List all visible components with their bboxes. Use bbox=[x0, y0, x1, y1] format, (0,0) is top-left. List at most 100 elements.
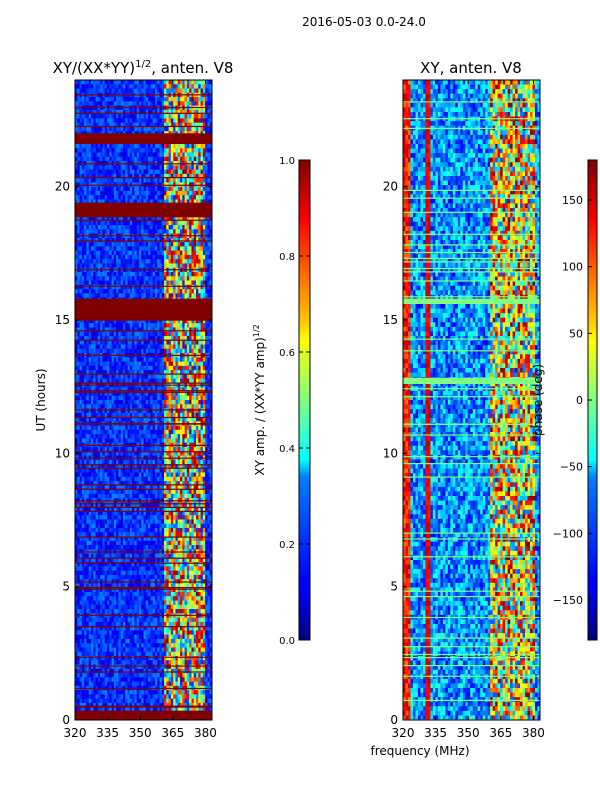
left-heat-cell bbox=[102, 186, 106, 192]
left-heat-cell bbox=[202, 361, 206, 367]
left-heat-cell bbox=[86, 101, 90, 106]
left-heat-cell bbox=[152, 318, 156, 324]
left-heat-cell bbox=[180, 250, 183, 256]
left-heat-cell bbox=[180, 408, 183, 414]
left-heat-cell bbox=[152, 276, 156, 281]
left-heat-cell bbox=[175, 242, 179, 247]
left-heat-cell bbox=[143, 118, 147, 124]
left-heat-cell bbox=[177, 391, 181, 397]
left-panel: XY/(XX*YY)1/2, anten. V8 320 335 350 365 380… bbox=[34, 59, 233, 740]
left-heat-cell bbox=[143, 417, 147, 422]
left-heat-cell bbox=[102, 370, 106, 375]
left-heat-cell bbox=[138, 101, 142, 106]
left-heat-cell bbox=[90, 336, 94, 341]
left-heat-cell bbox=[189, 361, 192, 367]
left-heat-cell bbox=[205, 412, 208, 418]
left-heat-cell bbox=[196, 293, 199, 298]
left-heat-cell bbox=[127, 156, 131, 162]
left-heat-cell bbox=[164, 246, 167, 252]
left-heat-cell bbox=[159, 365, 163, 371]
left-heat-cell bbox=[191, 276, 195, 281]
left-heat-cell bbox=[170, 156, 174, 162]
left-heat-cell bbox=[84, 114, 87, 119]
left-heat-cell bbox=[106, 340, 110, 345]
left-heat-cell bbox=[198, 229, 201, 234]
left-heat-cell bbox=[150, 400, 154, 405]
left-heat-cell bbox=[111, 391, 115, 397]
left-heat-cell bbox=[207, 284, 211, 290]
left-heat-cell bbox=[180, 225, 183, 230]
left-heat-cell bbox=[102, 412, 106, 418]
left-heat-cell bbox=[90, 156, 94, 162]
left-heat-cell bbox=[106, 225, 110, 230]
left-heat-cell bbox=[93, 114, 96, 119]
left-heat-cell bbox=[100, 365, 103, 371]
left-heat-cell bbox=[180, 259, 183, 264]
left-heat-cell bbox=[120, 357, 124, 362]
left-heat-cell bbox=[132, 357, 135, 362]
left-heat-cell bbox=[125, 220, 128, 226]
left-heat-cell bbox=[157, 165, 160, 170]
left-heat-cell bbox=[97, 254, 101, 260]
left-heat-cell bbox=[104, 391, 108, 397]
left-heat-cell bbox=[182, 156, 185, 162]
left-heat-cell bbox=[104, 331, 108, 337]
left-heat-cell bbox=[200, 365, 204, 371]
left-heat-cell bbox=[84, 263, 87, 269]
left-heat-cell bbox=[148, 374, 151, 380]
left-heat-cell bbox=[125, 144, 128, 149]
left-heat-cell bbox=[111, 152, 115, 158]
left-heat-cell bbox=[191, 348, 195, 354]
left-heat-cell bbox=[143, 357, 147, 362]
left-heat-cell bbox=[116, 391, 119, 397]
left-heat-cell bbox=[86, 272, 90, 277]
left-heat-cell bbox=[93, 263, 96, 269]
left-heat-cell bbox=[189, 220, 192, 226]
left-heat-cell bbox=[164, 254, 167, 260]
left-heat-cell bbox=[141, 348, 144, 354]
left-heat-cell bbox=[106, 331, 110, 337]
left-heat-cell bbox=[118, 250, 122, 256]
left-heat-cell bbox=[161, 186, 165, 192]
left-heat-cell bbox=[100, 148, 103, 153]
left-heat-cell bbox=[182, 114, 185, 119]
left-heat-cell bbox=[184, 361, 188, 367]
left-heat-cell bbox=[122, 289, 126, 294]
left-heat-cell bbox=[191, 118, 195, 124]
left-heat-cell bbox=[134, 246, 138, 252]
left-heat-cell bbox=[177, 144, 181, 149]
left-heat-cell bbox=[207, 242, 211, 247]
left-heat-cell bbox=[129, 272, 133, 277]
left-heat-cell bbox=[184, 412, 188, 418]
left-heat-cell bbox=[77, 370, 80, 375]
left-heat-cell bbox=[189, 408, 192, 414]
left-heat-cell bbox=[102, 178, 106, 183]
left-heat-cell bbox=[152, 263, 156, 269]
left-heat-cell bbox=[86, 148, 90, 153]
left-heat-cell bbox=[134, 387, 138, 392]
left-heat-cell bbox=[150, 216, 154, 222]
left-heat-cell bbox=[118, 323, 122, 328]
left-heat-cell bbox=[125, 259, 128, 264]
left-heat-cell bbox=[145, 190, 149, 196]
left-heat-cell bbox=[102, 173, 106, 179]
left-heat-cell bbox=[148, 276, 151, 281]
left-heat-cell bbox=[109, 101, 112, 106]
left-heat-cell bbox=[118, 340, 122, 345]
left-heat-cell bbox=[202, 144, 206, 149]
left-heat-cell bbox=[200, 225, 204, 230]
left-heat-cell bbox=[198, 387, 201, 392]
left-heat-cell bbox=[164, 259, 167, 264]
left-heat-cell bbox=[143, 173, 147, 179]
left-heat-cell bbox=[177, 357, 181, 362]
left-heat-cell bbox=[132, 97, 135, 102]
left-heat-cell bbox=[159, 344, 163, 350]
left-heat-cell bbox=[166, 101, 170, 106]
left-heat-cell bbox=[77, 126, 80, 132]
left-heat-cell bbox=[102, 323, 106, 328]
left-heat-cell bbox=[180, 118, 183, 124]
left-heat-cell bbox=[193, 178, 197, 183]
left-heat-cell bbox=[111, 126, 115, 132]
left-heat-cell bbox=[95, 348, 99, 354]
left-heat-cell bbox=[145, 378, 149, 384]
